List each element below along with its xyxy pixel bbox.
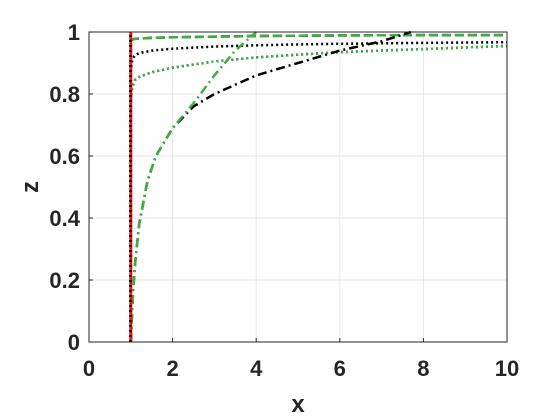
x-tick-label: 2 [166, 356, 178, 381]
series-line-2 [129, 33, 507, 43]
x-tick-label: 0 [83, 356, 95, 381]
x-tick-label: 10 [495, 356, 519, 381]
x-tick-label: 4 [250, 356, 263, 381]
series-line-3 [129, 40, 508, 73]
series-group [129, 30, 508, 343]
x-tick-label: 8 [417, 356, 429, 381]
y-tick-label: 0 [68, 330, 80, 355]
y-tick-label: 0.2 [49, 268, 80, 293]
y-tick-label: 0.4 [49, 206, 80, 231]
axes [88, 31, 508, 343]
x-tick-label: 6 [334, 356, 346, 381]
y-tick-label: 1 [68, 20, 80, 45]
y-axis-label: z [17, 181, 44, 193]
series-line-5 [129, 44, 508, 101]
x-axis-label: x [291, 391, 305, 418]
tick-labels: 0 2 4 6 8 10 0 0.2 0.4 0.6 0.8 1 [49, 20, 519, 381]
series-line-7 [129, 31, 258, 343]
y-tick-label: 0.6 [49, 144, 80, 169]
plot-area [89, 32, 507, 342]
y-tick-label: 0.8 [49, 82, 80, 107]
axes-box [88, 31, 508, 343]
